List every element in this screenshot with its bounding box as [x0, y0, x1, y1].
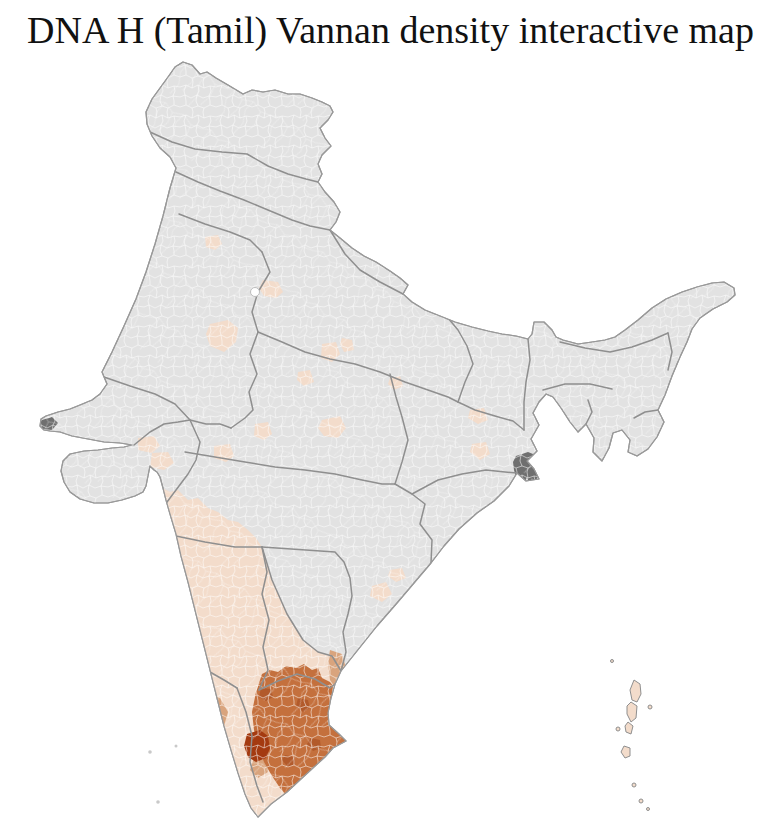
delhi-enclave[interactable]	[251, 288, 260, 297]
lakshadweep-islands[interactable]	[148, 745, 177, 804]
page-title: DNA H (Tamil) Vannan density interactive…	[0, 8, 771, 52]
india-density-map	[0, 52, 771, 829]
andaman-islands[interactable]	[611, 660, 653, 811]
